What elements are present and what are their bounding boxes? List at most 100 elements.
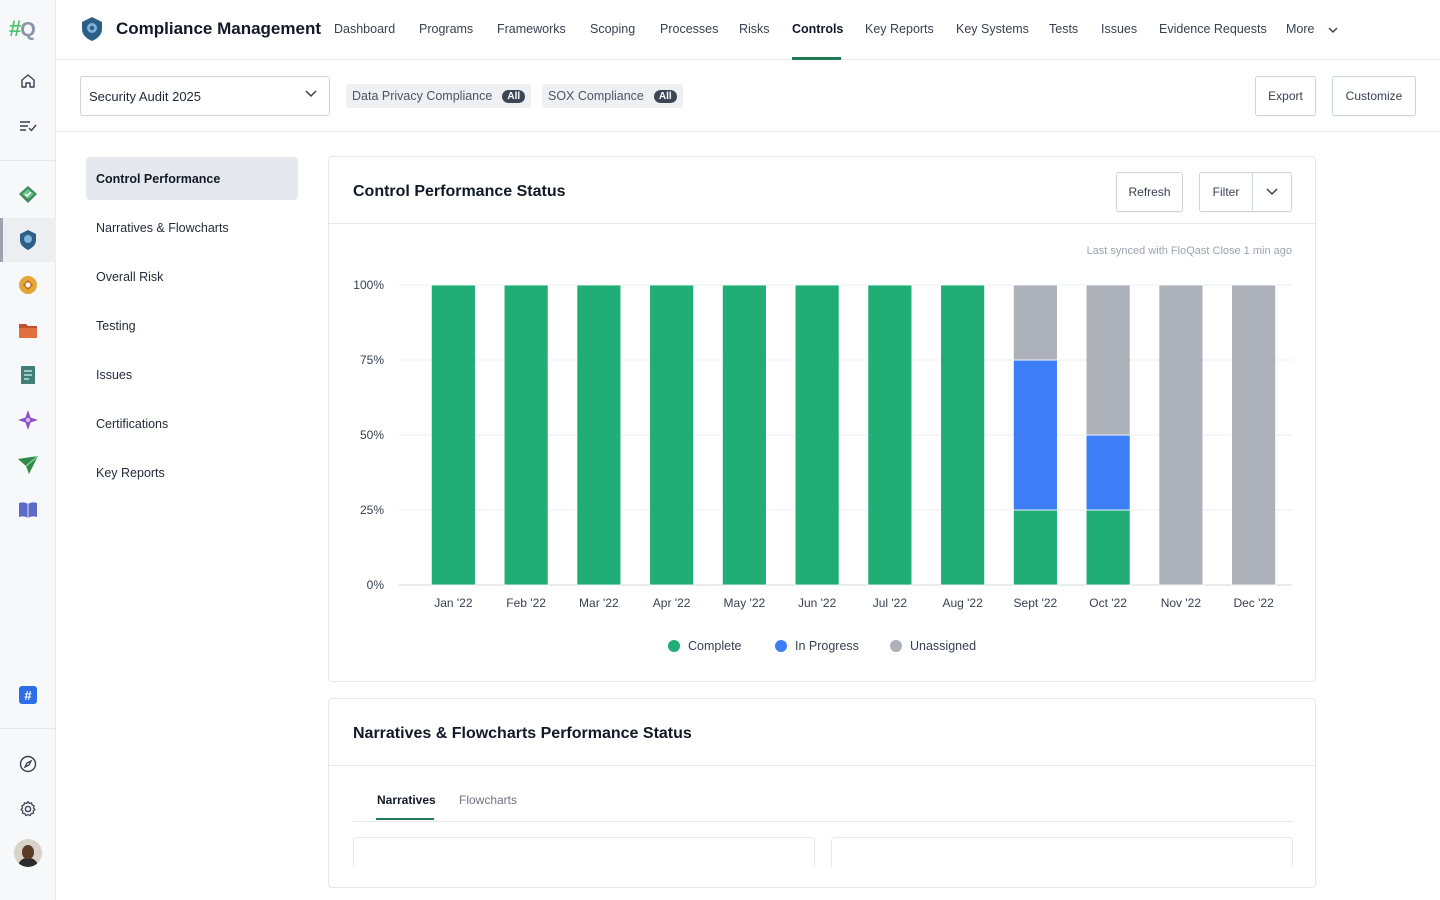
top-navigation: Compliance Management Dashboard Programs…	[56, 0, 1440, 60]
ledger-icon[interactable]	[14, 361, 42, 389]
nav-tests[interactable]: Tests	[1049, 22, 1079, 36]
bar-segment	[430, 284, 476, 586]
x-tick-label: Mar '22	[579, 596, 619, 610]
subnav-control-performance[interactable]: Control Performance	[86, 157, 298, 200]
subnav-testing[interactable]: Testing	[96, 318, 136, 333]
nav-more[interactable]: More	[1286, 22, 1338, 36]
user-avatar[interactable]	[14, 839, 42, 867]
tab-flowcharts[interactable]: Flowcharts	[459, 793, 518, 807]
card-title: Control Performance Status	[353, 183, 566, 200]
x-tick-label: Apr '22	[653, 596, 691, 610]
bar-segment	[1012, 509, 1058, 586]
nav-issues[interactable]: Issues	[1101, 22, 1138, 36]
y-tick-label: 50%	[360, 428, 384, 442]
control-performance-chart: 0% 25% 50% 75% 100% Jan '22 Feb '22 Mar '22 Apr …	[353, 278, 1292, 610]
x-tick-label: Jun '22	[798, 596, 837, 610]
compliance-app-icon	[82, 17, 102, 41]
chip-sox[interactable]: SOX Compliance All	[542, 84, 683, 108]
export-button[interactable]: Export	[1255, 76, 1316, 116]
x-tick-label: Jul '22	[873, 596, 908, 610]
narratives-panel-right	[831, 837, 1293, 867]
subnav-narratives-flowcharts[interactable]: Narratives & Flowcharts	[96, 220, 229, 235]
narratives-panel-left	[353, 837, 815, 867]
nav-key-reports[interactable]: Key Reports	[865, 22, 934, 36]
chip-badge: All	[502, 89, 526, 103]
filter-split-button: Filter	[1199, 172, 1292, 212]
book-icon[interactable]	[14, 496, 42, 524]
folder-icon[interactable]	[14, 316, 42, 344]
legend-swatch	[775, 640, 787, 652]
chip-data-privacy[interactable]: Data Privacy Compliance All	[346, 84, 532, 108]
bar-segment	[649, 284, 695, 586]
bar-segment	[1231, 284, 1277, 586]
subnav-issues[interactable]: Issues	[96, 367, 133, 382]
floqast-logo[interactable]: #Q	[9, 16, 36, 41]
paper-plane-icon[interactable]	[14, 451, 42, 479]
bar-segment	[1085, 434, 1131, 511]
card-title: Narratives & Flowcharts Performance Stat…	[353, 725, 692, 742]
y-tick-label: 100%	[353, 278, 384, 292]
close-module-icon[interactable]	[14, 181, 42, 209]
gear-icon[interactable]	[14, 795, 42, 823]
nav-risks[interactable]: Risks	[739, 22, 770, 36]
x-tick-label: Nov '22	[1161, 596, 1202, 610]
nav-active-underline	[792, 57, 841, 60]
filter-button[interactable]: Filter	[1200, 173, 1253, 211]
legend-swatch	[890, 640, 902, 652]
subnav-overall-risk[interactable]: Overall Risk	[96, 269, 164, 284]
bar-segment	[867, 284, 913, 586]
bar-segment	[1012, 359, 1058, 511]
chevron-down-icon	[305, 90, 317, 98]
bar-segment	[1158, 284, 1204, 586]
bar-segment	[794, 284, 840, 586]
control-performance-card: Control Performance Status Refresh Filte…	[328, 156, 1316, 682]
subnav-certifications[interactable]: Certifications	[96, 416, 169, 431]
x-tick-label: Sept '22	[1014, 596, 1058, 610]
bar-segment	[503, 284, 549, 586]
bar-segment	[1012, 284, 1058, 361]
reconciliation-icon[interactable]	[14, 271, 42, 299]
bar-segment	[940, 284, 986, 586]
refresh-button[interactable]: Refresh	[1116, 172, 1183, 212]
last-synced-text: Last synced with FloQast Close 1 min ago	[1086, 245, 1292, 257]
slack-channel-icon[interactable]: #	[14, 681, 42, 709]
app-rail: #Q #	[0, 0, 56, 900]
narratives-performance-card: Narratives & Flowcharts Performance Stat…	[328, 698, 1316, 888]
y-tick-label: 0%	[367, 578, 385, 592]
y-tick-label: 25%	[360, 503, 384, 517]
x-tick-label: Aug '22	[942, 596, 983, 610]
sparkle-ai-icon[interactable]	[14, 406, 42, 434]
bar-segment	[576, 284, 622, 586]
tab-narratives[interactable]: Narratives	[377, 793, 436, 807]
nav-processes[interactable]: Processes	[660, 22, 719, 36]
audit-select[interactable]: Security Audit 2025	[80, 76, 330, 116]
nav-controls[interactable]: Controls	[792, 22, 844, 36]
compass-icon[interactable]	[14, 750, 42, 778]
nav-dashboard[interactable]: Dashboard	[334, 22, 396, 36]
legend-complete[interactable]: Complete	[668, 639, 742, 653]
x-tick-label: Dec '22	[1233, 596, 1274, 610]
app-title: Compliance Management	[116, 19, 321, 38]
x-tick-label: Oct '22	[1089, 596, 1127, 610]
legend-in-progress[interactable]: In Progress	[775, 639, 859, 653]
filter-dropdown-toggle[interactable]	[1253, 173, 1291, 211]
filter-bar: Security Audit 2025 Data Privacy Complia…	[56, 60, 1440, 132]
chevron-down-icon	[1266, 188, 1278, 196]
nav-frameworks[interactable]: Frameworks	[497, 22, 566, 36]
home-icon[interactable]	[14, 67, 42, 95]
x-tick-label: Jan '22	[434, 596, 473, 610]
checklist-icon[interactable]	[14, 112, 42, 140]
subnav-key-reports[interactable]: Key Reports	[96, 465, 165, 480]
x-tick-label: Feb '22	[506, 596, 546, 610]
nav-evidence-requests[interactable]: Evidence Requests	[1159, 22, 1267, 36]
x-tick-label: May '22	[724, 596, 766, 610]
customize-button[interactable]: Customize	[1332, 76, 1416, 116]
nav-key-systems[interactable]: Key Systems	[956, 22, 1029, 36]
nav-programs[interactable]: Programs	[419, 22, 474, 36]
legend-unassigned[interactable]: Unassigned	[890, 639, 976, 653]
nav-scoping[interactable]: Scoping	[590, 22, 636, 36]
bar-segment	[1085, 284, 1131, 436]
chevron-down-icon	[1328, 27, 1338, 33]
legend-swatch	[668, 640, 680, 652]
compliance-shield-icon[interactable]	[14, 226, 42, 254]
